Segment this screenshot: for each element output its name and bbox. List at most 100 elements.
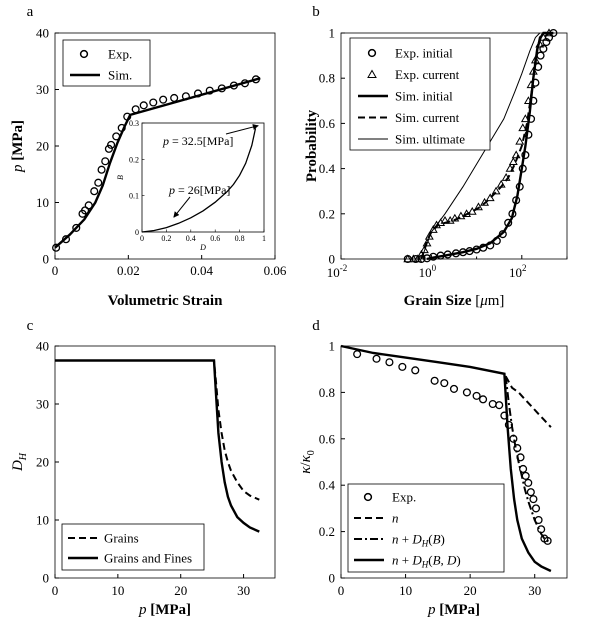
chart-b-xtick-label: 100 (419, 263, 437, 280)
chart-d-legend-sample-0 (363, 492, 373, 502)
chart-b-series-1-point-13 (456, 211, 466, 220)
chart-d-series-0-point-23 (531, 504, 541, 513)
chart-b-series-1-point-6 (424, 231, 434, 240)
chart-b-series-1-point-26 (518, 123, 528, 132)
chart-b-xtick-label: 10-2 (327, 263, 348, 280)
chart-b-ylabel: Probability (304, 109, 320, 182)
chart-a-ytick-label: 20 (36, 139, 49, 154)
chart-c-xtick-label: 20 (174, 583, 187, 598)
chart-c-series-1-line (55, 359, 260, 533)
chart-d-series-0-point-22 (529, 495, 538, 504)
chart-a-inset-annotation-2: p = 32.5[MPa] (162, 134, 233, 148)
chart-d-series-0-point-3 (398, 362, 407, 371)
chart-b-series-0-point-2 (417, 254, 426, 264)
chart-d-series-0-point-21 (526, 488, 535, 497)
chart-c-legend: Grains Grains and Fines (61, 523, 205, 571)
chart-b-series-1-point-19 (491, 186, 501, 195)
chart-a-inset-arrow-1 (173, 196, 191, 218)
chart-a-series-0-point-6 (90, 187, 99, 196)
chart-b-axes-box (340, 32, 568, 260)
chart-d: 0 10 20 30 0 0.2 0.4 0.6 0.8 1 p [MPa] κ/κ0 Exp. n n +… (298, 339, 568, 618)
chart-a-xtick-label: 0.04 (190, 263, 213, 278)
chart-d-legend-box (347, 483, 505, 573)
chart-d-xtick-label: 10 (399, 583, 412, 598)
chart-c-ytick-label: 40 (36, 339, 49, 354)
chart-b-legend: Exp. initial Exp. current Sim. initial Sim.… (349, 37, 491, 151)
chart-d-series-0-point-12 (495, 401, 504, 410)
chart-d-ytick-label: 1 (329, 339, 336, 354)
chart-a-inset-xtick-label: 0.4 (186, 234, 196, 243)
chart-d-series-0-point-10 (479, 395, 488, 404)
chart-a-ytick-label: 10 (36, 195, 49, 210)
chart-b-legend-label-2: Sim. initial (395, 89, 453, 104)
chart-d-xtick-label: 0 (338, 583, 345, 598)
chart-a-inset-annotation-1: p = 26[MPa] (168, 183, 230, 197)
chart-a-xtick-label: 0.06 (264, 263, 287, 278)
chart-d-series-0-point-18 (519, 464, 528, 474)
chart-d-series-2-line (504, 376, 552, 545)
chart-d-series-0-point-11 (488, 399, 497, 409)
chart-d-series-0-point-5 (430, 376, 439, 385)
chart-a-inset-xtick-label: 0.6 (210, 234, 220, 243)
chart-a-xtick-label: 0.02 (117, 263, 140, 278)
chart-a-inset: 0 0.2 0.4 0.6 0.8 1 0 0.1 0.2 0.3 D Bp = 26[MPa] p =… (116, 119, 266, 252)
chart-a-series-0-point-8 (97, 165, 106, 174)
chart-b-ytick-label: 0.6 (319, 116, 336, 131)
chart-b-series-1-point-23 (508, 157, 518, 166)
chart-b-ytick-label: 0.8 (319, 71, 335, 86)
chart-a-legend-sample-0 (79, 49, 89, 59)
chart-b-legend-label-0: Exp. initial (395, 46, 453, 61)
chart-b-series-1-point-16 (474, 202, 483, 211)
chart-b-series-1-point-0 (403, 254, 413, 263)
chart-d-legend-label-2: n + DH(B) (392, 532, 445, 549)
chart-d-series-0-point-7 (449, 384, 459, 393)
chart-c-xlabel: p [MPa] (138, 602, 191, 618)
chart-a-series-0-point-18 (159, 95, 168, 104)
chart-d-ytick-label: 0.6 (319, 431, 336, 446)
chart-a-inset-ytick-label: 0 (135, 228, 139, 237)
chart-a-series-0-point-1 (61, 235, 71, 244)
chart-b-legend-label-4: Sim. ultimate (395, 132, 465, 147)
chart-c-ytick-label: 20 (36, 455, 49, 470)
chart-a-xlabel: Volumetric Strain (108, 293, 224, 309)
chart-d-legend-label-0: Exp. (392, 490, 416, 505)
chart-d-xtick-label: 30 (528, 583, 541, 598)
chart-a-ytick-label: 30 (36, 82, 49, 97)
chart-a-legend-box (62, 39, 151, 87)
chart-b-series-1-point-1 (408, 254, 418, 263)
chart-d-series-0-point-2 (385, 358, 394, 367)
chart-d-series-3-line (340, 344, 552, 573)
chart-b-ytick-label: 0 (329, 252, 336, 267)
chart-d-series-0-point-0 (353, 350, 362, 359)
chart-c-xtick-label: 0 (52, 583, 59, 598)
chart-d-xtick-label: 20 (464, 583, 477, 598)
chart-a-series-0-point-7 (94, 178, 103, 187)
chart-d-ytick-label: 0.2 (319, 524, 335, 539)
panel-label-d: d (312, 318, 320, 334)
chart-a-inset-xtick-label: 1 (262, 234, 266, 243)
chart-b-ytick-label: 1 (329, 26, 336, 41)
panel-label-b: b (312, 4, 320, 20)
chart-a-legend-label-0: Exp. (108, 47, 132, 62)
chart-c-ytick-label: 30 (36, 397, 49, 412)
chart-a-legend: Exp. Sim. (62, 39, 151, 87)
chart-a-inset-ylabel: B (116, 175, 125, 180)
chart-b-series-1-point-24 (511, 150, 521, 159)
chart-a-inset-xtick-label: 0.8 (235, 234, 245, 243)
chart-d-ytick-label: 0.4 (319, 478, 336, 493)
chart-c: 0 10 20 30 0 10 20 30 40 p [MPa] DH Grains Grains an… (10, 339, 276, 618)
chart-b-series-1-point-25 (515, 136, 525, 145)
chart-b-series-1-point-2 (413, 254, 423, 263)
chart-d-series-0-point-8 (462, 388, 471, 397)
chart-b-legend-label-3: Sim. current (395, 110, 460, 125)
chart-b: 10-2 100 102 0 0.2 0.4 0.6 0.8 1 Grain Size [μm] P… (304, 26, 568, 309)
chart-b-series-0-point-1 (411, 254, 420, 264)
chart-c-xtick-label: 30 (237, 583, 250, 598)
chart-a-inset-xtick-label: 0 (140, 234, 144, 243)
panel-label-c: c (27, 318, 34, 334)
chart-a-series-0-point-9 (101, 157, 110, 166)
chart-c-legend-label-0: Grains (104, 531, 139, 546)
chart-b-xlabel: Grain Size [μm] (404, 293, 505, 309)
